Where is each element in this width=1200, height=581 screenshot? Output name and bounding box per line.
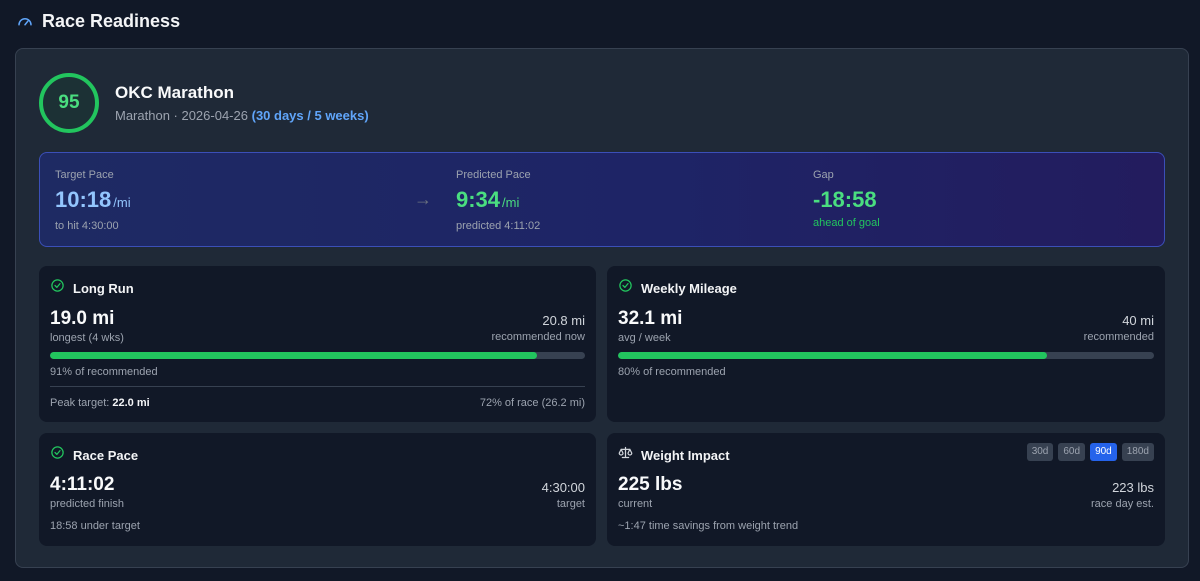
- race-pace-title: Race Pace: [73, 447, 139, 463]
- long-run-sub: longest (4 wks): [50, 332, 124, 344]
- weekly-mileage-recommended-value: 40 mi: [1122, 313, 1154, 328]
- divider: [50, 386, 585, 387]
- weight-current-label: current: [618, 498, 653, 510]
- weekly-mileage-progress-bar: [618, 352, 1154, 359]
- race-pace-tile: Race Pace 4:11:02 predicted finish 4:30:…: [39, 433, 596, 546]
- predicted-pace-value: 9:34: [456, 187, 501, 212]
- long-run-value: 19.0 mi: [50, 308, 115, 329]
- weekly-mileage-progress-text: 80% of recommended: [618, 366, 726, 378]
- race-name: OKC Marathon: [115, 83, 234, 102]
- race-readiness-card: 95 OKC Marathon Marathon · 2026-04-26 (3…: [15, 48, 1189, 568]
- long-run-recommended-value: 20.8 mi: [542, 313, 585, 328]
- check-circle-icon: [50, 445, 65, 465]
- range-tab-30d[interactable]: 30d: [1026, 443, 1054, 461]
- arrow-right-icon: →: [414, 189, 432, 209]
- weekly-mileage-recommended-label: recommended: [1083, 331, 1154, 343]
- target-pace-note: to hit 4:30:00: [55, 220, 119, 232]
- gap-note: ahead of goal: [813, 217, 880, 229]
- gap-value: -18:58: [813, 187, 877, 212]
- pace-gap: Gap -18:58 ahead of goal: [813, 169, 880, 229]
- page-title: Race Readiness: [42, 10, 181, 31]
- long-run-recommended-label: recommended now: [491, 331, 585, 343]
- range-tab-180d[interactable]: 180d: [1121, 443, 1154, 461]
- target-pace-unit: /mi: [113, 195, 131, 210]
- long-run-progress-bar: [50, 352, 585, 359]
- weekly-mileage-tile: Weekly Mileage 32.1 mi avg / week 40 mi …: [607, 266, 1165, 422]
- gauge-icon: [16, 12, 34, 30]
- page-header: Race Readiness: [16, 9, 180, 33]
- race-subtitle: Marathon · 2026-04-26 (30 days / 5 weeks…: [115, 108, 369, 123]
- range-tabs: 30d 60d 90d 180d: [1026, 443, 1154, 461]
- check-circle-icon: [618, 278, 633, 298]
- gap-label: Gap: [813, 169, 834, 181]
- predicted-pace-note: predicted 4:11:02: [456, 220, 541, 232]
- weight-current-value: 225 lbs: [618, 474, 683, 495]
- long-run-title: Long Run: [73, 280, 134, 296]
- long-run-tile: Long Run 19.0 mi longest (4 wks) 20.8 mi…: [39, 266, 596, 422]
- weight-savings-note: ~1:47 time savings from weight trend: [618, 520, 799, 532]
- weekly-mileage-value: 32.1 mi: [618, 308, 683, 329]
- target-pace: Target Pace 10:18/mi to hit 4:30:00: [55, 169, 131, 232]
- weight-impact-tile: Weight Impact 30d 60d 90d 180d 225 lbs c…: [607, 433, 1165, 546]
- predicted-pace: Predicted Pace 9:34/mi predicted 4:11:02: [456, 169, 540, 232]
- weekly-mileage-progress-fill: [618, 352, 1047, 359]
- race-pace-value: 4:11:02: [50, 474, 115, 495]
- predicted-pace-unit: /mi: [502, 195, 520, 210]
- peak-target-label: Peak target:: [50, 397, 110, 409]
- long-run-progress-fill: [50, 352, 537, 359]
- range-tab-60d[interactable]: 60d: [1058, 443, 1086, 461]
- readiness-score-ring: 95: [39, 73, 99, 133]
- weight-impact-title: Weight Impact: [641, 447, 730, 463]
- weekly-mileage-sub: avg / week: [618, 332, 671, 344]
- check-circle-icon: [50, 278, 65, 298]
- peak-target-value: 22.0 mi: [112, 397, 150, 409]
- peak-target: Peak target: 22.0 mi: [50, 397, 150, 409]
- long-run-progress-text: 91% of recommended: [50, 366, 158, 378]
- race-pace-note: 18:58 under target: [50, 520, 140, 532]
- readiness-score: 95: [58, 92, 80, 113]
- race-pace-target-label: target: [556, 498, 585, 510]
- race-pace-target-value: 4:30:00: [541, 480, 585, 495]
- weekly-mileage-title: Weekly Mileage: [641, 280, 737, 296]
- race-pace-sub: predicted finish: [50, 498, 124, 510]
- target-pace-label: Target Pace: [55, 169, 114, 181]
- weight-race-day-value: 223 lbs: [1112, 480, 1154, 495]
- peak-race-percent: 72% of race (26.2 mi): [479, 397, 585, 409]
- race-countdown: (30 days / 5 weeks): [251, 108, 369, 123]
- pace-panel: Target Pace 10:18/mi to hit 4:30:00 → Pr…: [39, 152, 1165, 247]
- range-tab-90d[interactable]: 90d: [1090, 443, 1117, 461]
- scale-icon: [618, 445, 633, 465]
- race-type-date: Marathon · 2026-04-26: [115, 108, 248, 123]
- target-pace-value: 10:18: [55, 187, 112, 212]
- weight-race-day-label: race day est.: [1091, 498, 1154, 510]
- predicted-pace-label: Predicted Pace: [456, 169, 531, 181]
